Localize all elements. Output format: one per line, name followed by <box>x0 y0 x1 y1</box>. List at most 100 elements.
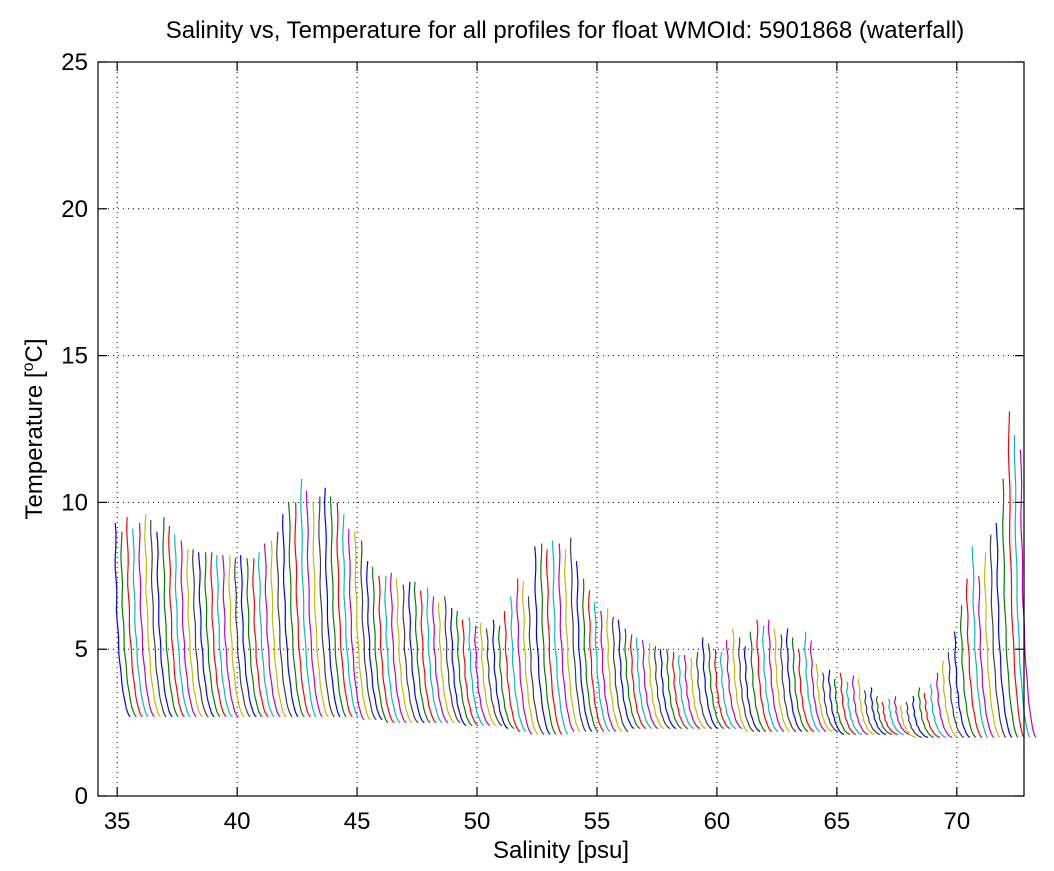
profile-line <box>348 528 365 721</box>
profile-line <box>797 649 815 732</box>
profile-line <box>324 487 341 718</box>
x-tick-label: 35 <box>104 808 131 835</box>
profile-line <box>197 552 215 718</box>
profile-line <box>701 637 719 730</box>
y-axis-label-superscript: o <box>20 362 37 371</box>
x-tick-label: 55 <box>584 808 611 835</box>
profile-line <box>971 546 989 738</box>
profile-line <box>282 514 299 718</box>
profile-line <box>756 619 773 732</box>
profile-line <box>899 704 917 738</box>
profile-line <box>870 687 887 735</box>
profile-line <box>606 608 623 732</box>
profile-line <box>804 631 821 732</box>
profile-line <box>144 514 161 718</box>
profile-line <box>965 578 983 738</box>
profile-line <box>575 561 593 732</box>
grid-lines <box>98 62 1024 796</box>
profile-line <box>378 575 395 724</box>
profile-line <box>312 502 329 718</box>
x-tick-label: 40 <box>224 808 251 835</box>
profile-line <box>479 622 497 727</box>
profile-line <box>672 652 689 730</box>
profile-line <box>432 596 449 724</box>
profile-line <box>263 543 281 718</box>
profile-line <box>617 619 635 730</box>
profile-line <box>390 572 407 724</box>
profile-line <box>635 637 653 730</box>
profile-line <box>875 696 893 735</box>
x-tick-labels: 35 40 45 50 55 60 65 70 <box>104 808 970 835</box>
profile-line <box>936 672 953 738</box>
profile-line <box>696 652 713 730</box>
profile-line <box>767 619 785 732</box>
profile-line <box>863 690 881 735</box>
profile-line <box>534 546 551 735</box>
profile-line <box>240 555 257 718</box>
y-tick-label: 15 <box>61 343 88 370</box>
profile-line <box>629 634 647 730</box>
profile-line <box>516 578 533 735</box>
x-tick-label: 65 <box>824 808 851 835</box>
profile-line <box>384 575 401 724</box>
profile-line <box>857 678 875 735</box>
profile-line <box>192 549 209 718</box>
profile-line <box>780 634 797 732</box>
profile-line <box>809 640 827 732</box>
profile-line <box>426 587 443 724</box>
profile-line <box>498 625 515 730</box>
profile-line <box>438 602 455 724</box>
profile-line <box>444 596 461 724</box>
profile-line <box>929 684 947 738</box>
profile-line <box>329 496 347 718</box>
profile-line <box>545 549 563 735</box>
profile-line <box>419 590 437 724</box>
profile-line <box>228 555 245 718</box>
profile-line <box>395 578 413 724</box>
profile-line <box>461 619 479 727</box>
profile-line <box>995 522 1013 738</box>
profile-line <box>887 698 905 735</box>
profile-line <box>1002 478 1019 738</box>
profile-line <box>762 625 779 732</box>
profile-line <box>114 522 131 718</box>
profile-line <box>216 555 233 718</box>
profile-line <box>587 590 605 732</box>
profile-line <box>653 646 671 730</box>
profile-line <box>582 578 599 732</box>
profile-line <box>204 552 221 718</box>
profile-line <box>456 610 473 727</box>
profile-line <box>600 610 617 732</box>
y-tick-label: 20 <box>61 196 88 223</box>
profile-line <box>666 649 683 730</box>
x-axis-label: Salinity [psu] <box>493 837 629 864</box>
profile-line <box>485 628 503 727</box>
profile-line <box>881 702 899 735</box>
profile-line <box>828 669 845 735</box>
profile-line <box>563 549 581 732</box>
profile-line <box>947 652 965 738</box>
profile-line <box>366 561 383 721</box>
profile-line <box>360 540 377 721</box>
profile-line <box>450 608 467 727</box>
y-tick-labels: 0 5 10 15 20 25 <box>61 49 88 810</box>
profile-line <box>785 628 803 732</box>
profile-line <box>492 619 509 730</box>
y-tick-label: 10 <box>61 489 88 516</box>
y-axis-label-end: C] <box>21 339 48 363</box>
y-tick-label: 0 <box>75 783 88 810</box>
profile-line <box>731 628 749 732</box>
profile-line <box>353 531 371 721</box>
profile-line <box>738 637 755 732</box>
profile-line <box>683 655 701 730</box>
profile-line <box>749 631 767 732</box>
profile-line <box>846 681 863 735</box>
profile-line <box>276 531 293 718</box>
profile-line <box>839 672 857 735</box>
profile-line <box>551 540 569 735</box>
profile-line <box>468 616 485 727</box>
profile-line <box>659 649 677 730</box>
profile-line <box>912 696 929 738</box>
profile-line <box>300 478 317 718</box>
profile-line <box>402 584 419 724</box>
